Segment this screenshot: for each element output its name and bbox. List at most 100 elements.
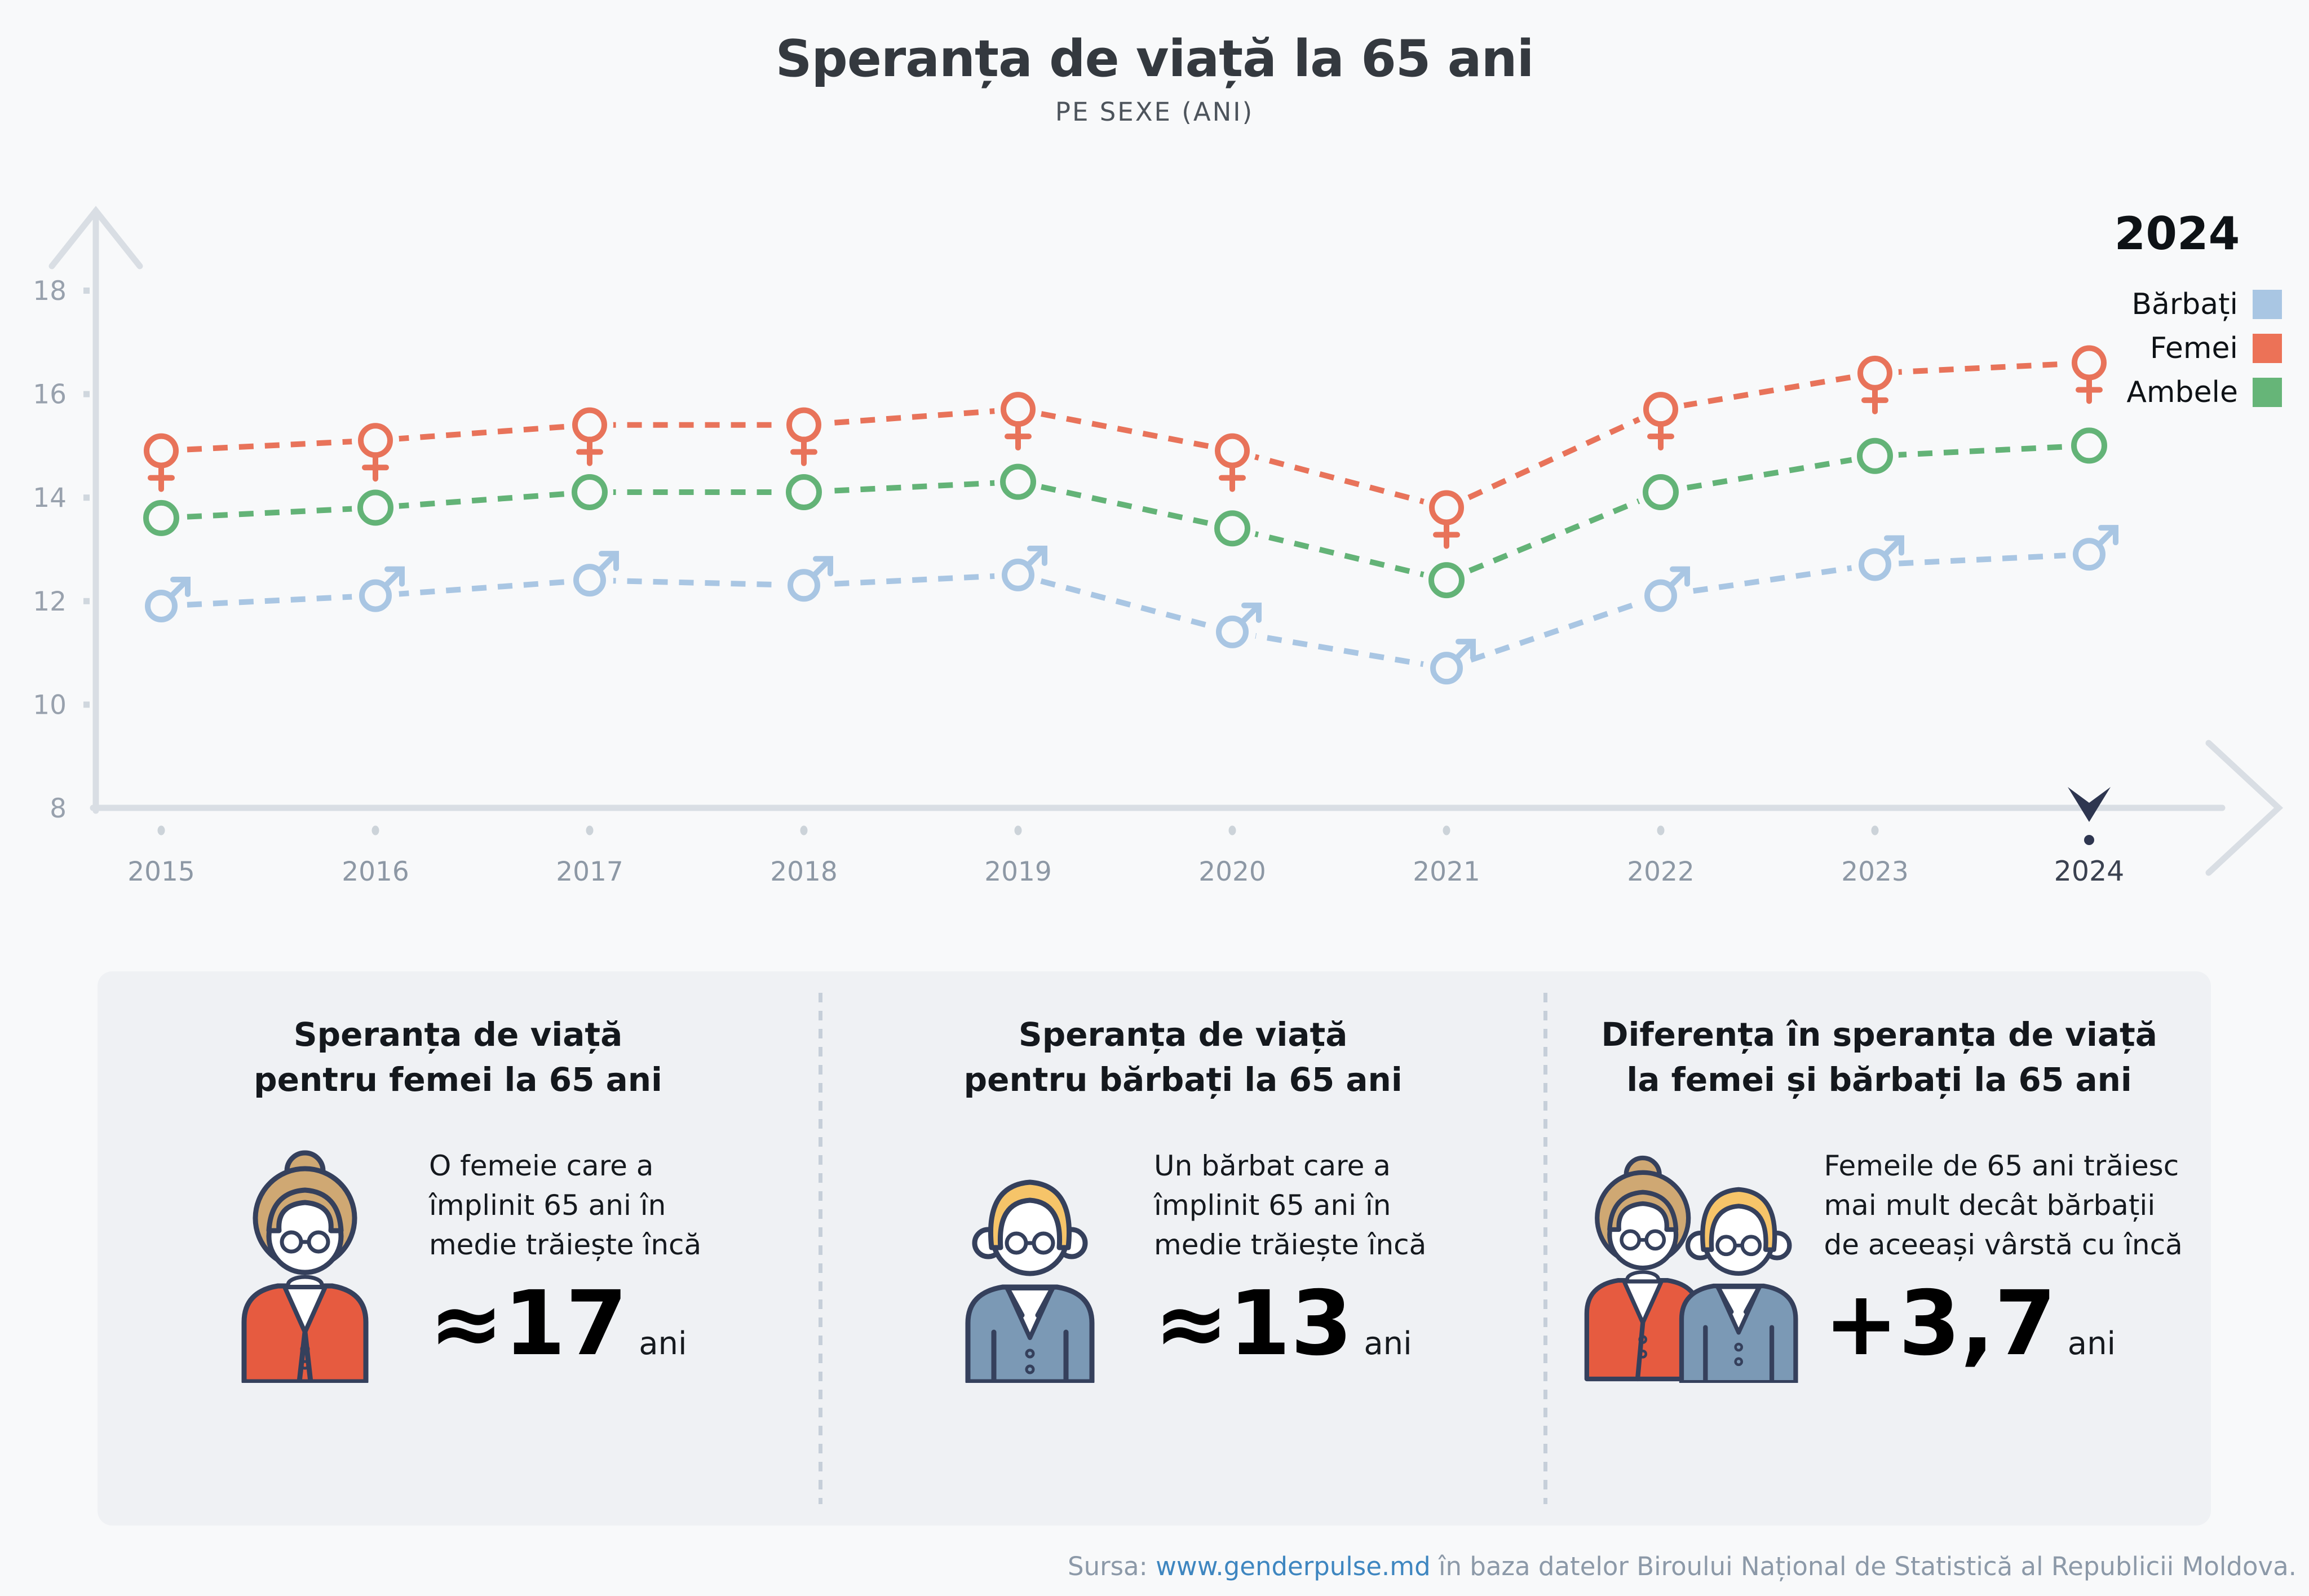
- data-point-bărbați-2019: [1002, 545, 1047, 591]
- data-point-bărbați-2024: [2073, 525, 2118, 571]
- series-line: [161, 443, 2090, 583]
- source-prefix: Sursa:: [1068, 1551, 1156, 1581]
- series-bărbați: [138, 525, 2118, 692]
- source-note: Sursa: www.genderpulse.md în baza datelo…: [1068, 1551, 2297, 1581]
- woman-avatar-icon: [215, 1146, 395, 1385]
- x-tick-label-2018: 2018: [770, 856, 838, 887]
- data-point-femei-2021: [1429, 490, 1464, 549]
- y-tick-mark: [83, 701, 90, 708]
- woman-and-man-avatar-icon: [1576, 1146, 1801, 1385]
- x-tick-dot: [1657, 825, 1665, 835]
- page-title: Speranța de viață la 65 ani: [775, 29, 1534, 89]
- line-chart: 8 10 12 14 16 18 2015 2016 2017 2018 2019 2020 2021 2…: [33, 206, 2284, 887]
- y-tick-mark: [83, 598, 90, 604]
- legend-swatch-barbati: [2253, 290, 2282, 319]
- y-tick-label-8: 8: [50, 793, 67, 824]
- legend-swatch-femei: [2253, 334, 2282, 363]
- y-tick-label-14: 14: [33, 483, 67, 514]
- highlight-year-cursor-icon: [2068, 787, 2111, 822]
- card-title: Diferența în speranța de viață la femei …: [1601, 1015, 2157, 1099]
- card-women: Speranța de viață pentru femei la 65 ani: [98, 971, 819, 1526]
- data-point-ambele-2022: [1643, 474, 1679, 511]
- x-tick-dot: [1443, 825, 1450, 835]
- y-axis-arrowhead: [48, 206, 143, 269]
- data-point-bărbați-2022: [1644, 566, 1690, 612]
- data-point-ambele-2024: [2071, 427, 2107, 464]
- data-point-femei-2016: [358, 423, 393, 482]
- man-avatar-icon: [940, 1146, 1120, 1385]
- data-point-femei-2017: [572, 407, 607, 466]
- data-point-femei-2023: [1857, 355, 1892, 414]
- series-line: [161, 360, 2090, 511]
- legend-swatch-ambele: [2253, 378, 2282, 407]
- genderpulse-link[interactable]: www.genderpulse.md: [1156, 1551, 1431, 1581]
- data-point-ambele-2021: [1428, 562, 1465, 599]
- card-difference: Diferența în speranța de viață la femei …: [1547, 971, 2211, 1526]
- x-tick-dot: [1228, 825, 1236, 835]
- y-tick-label-16: 16: [33, 379, 67, 410]
- card-men: Speranța de viață pentru bărbați la 65 a…: [822, 971, 1543, 1526]
- data-point-femei-2024: [2072, 345, 2107, 404]
- data-point-femei-2022: [1643, 392, 1678, 451]
- source-suffix: în baza datelor Biroului Național de Sta…: [1430, 1551, 2297, 1581]
- card-text: de aceeași vârstă cu încă: [1824, 1228, 2183, 1261]
- x-tick-label-2023: 2023: [1841, 856, 1909, 887]
- card-value-unit: ani: [1364, 1325, 1412, 1362]
- card-text: mai mult decât bărbații: [1824, 1189, 2156, 1222]
- data-point-ambele-2017: [572, 474, 608, 511]
- card-text: împlinit 65 ani în: [428, 1189, 666, 1222]
- series-ambele: [138, 422, 2113, 604]
- data-point-bărbați-2017: [573, 551, 619, 597]
- card-value-unit: ani: [639, 1325, 687, 1362]
- card-text: Un bărbat care a: [1154, 1150, 1391, 1182]
- x-tick-label-2017: 2017: [556, 856, 623, 887]
- card-divider: [819, 993, 823, 1504]
- data-point-ambele-2019: [1000, 463, 1036, 500]
- x-tick-dot: [1871, 825, 1879, 835]
- page-subtitle: PE SEXE (ANI): [1055, 97, 1254, 127]
- data-point-bărbați-2016: [359, 566, 405, 612]
- card-text: împlinit 65 ani în: [1154, 1189, 1391, 1222]
- card-text: O femeie care a: [428, 1150, 654, 1182]
- data-point-femei-2018: [786, 407, 821, 466]
- y-tick-mark: [83, 391, 90, 397]
- card-value: +3,7 ani: [1824, 1272, 2116, 1376]
- data-point-bărbați-2018: [788, 556, 833, 602]
- y-tick-label-10: 10: [33, 689, 67, 720]
- data-point-ambele-2023: [1857, 437, 1893, 474]
- x-tick-label-2024: 2024: [2054, 855, 2125, 887]
- x-tick-label-2022: 2022: [1627, 856, 1695, 887]
- legend-item-label: Bărbați: [2131, 288, 2238, 321]
- data-point-ambele-2015: [143, 499, 179, 536]
- legend-year-label: 2024: [2114, 207, 2240, 260]
- y-tick-label-18: 18: [33, 276, 67, 307]
- card-title: Speranța de viață pentru bărbați la 65 a…: [963, 1015, 1403, 1099]
- x-tick-label-2016: 2016: [342, 856, 409, 887]
- x-tick-label-2015: 2015: [127, 856, 195, 887]
- series-femei: [138, 339, 2113, 549]
- info-cards-panel: Speranța de viață pentru femei la 65 ani: [98, 971, 2211, 1526]
- legend-item-label: Ambele: [2126, 375, 2238, 409]
- legend-item-label: Femei: [2149, 331, 2238, 365]
- data-point-ambele-2020: [1214, 510, 1250, 547]
- data-point-femei-2020: [1215, 433, 1250, 492]
- x-tick-dot: [157, 825, 165, 835]
- series-line: [161, 551, 2090, 671]
- data-point-bărbați-2020: [1216, 602, 1262, 648]
- y-tick-mark: [83, 494, 90, 501]
- x-tick-label-2019: 2019: [984, 856, 1052, 887]
- x-tick-dot: [586, 825, 594, 835]
- card-value: ≈17 ani: [428, 1272, 687, 1376]
- data-point-ambele-2016: [357, 489, 393, 526]
- y-tick-mark: [83, 288, 90, 294]
- data-point-femei-2015: [144, 433, 179, 492]
- axes: [48, 206, 2284, 876]
- legend-item-femei: Femei: [2072, 326, 2282, 370]
- x-tick-dot: [1014, 825, 1022, 835]
- card-text: medie trăiește încă: [1154, 1228, 1427, 1261]
- x-axis-arrowhead: [2205, 740, 2284, 876]
- card-text: medie trăiește încă: [428, 1228, 702, 1261]
- legend-item-ambele: Ambele: [2072, 370, 2282, 414]
- data-point-bărbați-2015: [145, 576, 191, 622]
